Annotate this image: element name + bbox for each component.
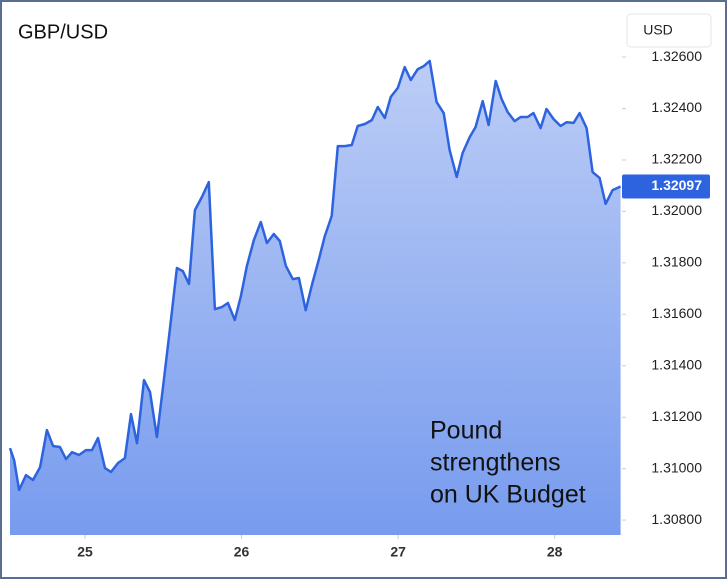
annotation: strengthens	[430, 449, 561, 477]
y-tick-label: 1.32200	[651, 151, 702, 167]
y-tick-label: 1.32000	[651, 202, 702, 218]
x-tick-label: 26	[234, 544, 250, 560]
last-price-box	[622, 174, 710, 199]
area	[10, 60, 621, 536]
y-tick-label: 1.32400	[651, 99, 702, 115]
y-tick-label: 1.32600	[651, 48, 702, 64]
x-tick-label: 28	[547, 544, 563, 560]
y-tick-label: 1.31200	[651, 408, 702, 424]
annotation: Pound	[430, 417, 502, 445]
x-tick-label: 27	[390, 544, 406, 560]
currency-button-label[interactable]: USD	[643, 22, 673, 38]
y-tick-label: 1.31400	[651, 356, 702, 372]
y-tick-label: 1.31000	[651, 459, 702, 475]
chart-title: GBP/USD	[18, 21, 108, 43]
line	[8, 59, 622, 492]
y-tick-label: 1.30800	[651, 511, 702, 527]
annotation: on UK Budget	[430, 481, 586, 509]
y-tick-label: 1.31600	[651, 305, 702, 321]
last-price-label: 1.32097	[651, 177, 702, 193]
currency-button[interactable]	[626, 13, 712, 48]
x-tick-label: 25	[77, 544, 93, 560]
y-tick-label: 1.31800	[651, 254, 702, 270]
